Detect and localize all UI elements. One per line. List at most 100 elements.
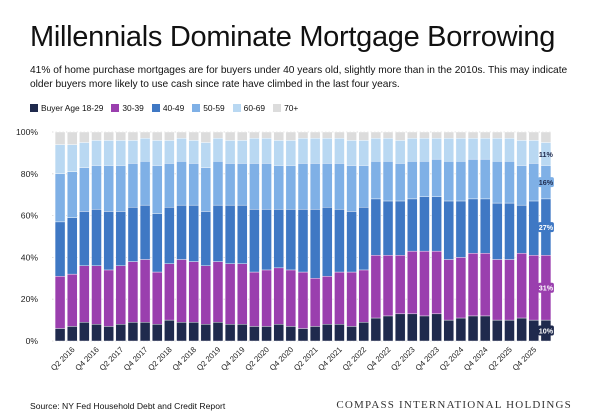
bar-segment bbox=[176, 204, 187, 260]
bar-segment bbox=[382, 200, 394, 256]
bar-segment bbox=[249, 209, 260, 273]
bar-segment bbox=[115, 140, 126, 166]
bar-segment bbox=[79, 142, 90, 168]
bar-segment bbox=[237, 163, 248, 206]
bar-segment bbox=[443, 161, 454, 202]
chart-subtitle: 41% of home purchase mortgages are for b… bbox=[30, 65, 568, 90]
bar-segment bbox=[285, 140, 297, 166]
bar-segment bbox=[273, 324, 284, 342]
bar-segment bbox=[188, 140, 199, 164]
bar-segment bbox=[492, 319, 503, 342]
legend-swatch bbox=[30, 104, 38, 112]
bar-segment bbox=[297, 209, 309, 273]
bar-segment bbox=[91, 265, 102, 325]
bar-segment bbox=[504, 319, 515, 342]
x-tick-label: Q4 2024 bbox=[462, 345, 490, 373]
brand-logo-text: COMPASS INTERNATIONAL HOLDINGS bbox=[336, 399, 572, 411]
data-label-box bbox=[537, 282, 554, 293]
bar-segment bbox=[297, 138, 309, 164]
bar-segment bbox=[212, 321, 224, 342]
bar-segment bbox=[237, 324, 248, 342]
bar-segment bbox=[358, 131, 369, 141]
bar-segment bbox=[394, 255, 406, 315]
bar-segment bbox=[139, 138, 151, 162]
x-tick-label: Q2 2017 bbox=[98, 345, 126, 373]
bar-segment bbox=[322, 138, 333, 164]
bar-segment bbox=[152, 213, 163, 273]
data-label: 10% bbox=[539, 327, 554, 336]
bar-segment bbox=[139, 131, 151, 139]
data-label-box bbox=[537, 325, 554, 336]
legend-item: 60-69 bbox=[232, 103, 265, 113]
legend-label: 40-49 bbox=[162, 103, 185, 113]
bar-segment bbox=[139, 259, 151, 323]
bar-segment bbox=[91, 140, 102, 166]
x-tick-label: Q2 2024 bbox=[438, 345, 466, 373]
bar-segment bbox=[237, 204, 248, 264]
bar-segment bbox=[382, 315, 394, 342]
bar-segment bbox=[467, 198, 479, 254]
bar-segment bbox=[103, 140, 114, 166]
bar-segment bbox=[309, 131, 321, 139]
bar-segment bbox=[394, 131, 406, 141]
bar-segment bbox=[504, 202, 515, 260]
bar-segment bbox=[176, 259, 187, 323]
bar-segment bbox=[261, 326, 272, 342]
x-tick-label: Q4 2023 bbox=[414, 345, 442, 373]
bar-segment bbox=[249, 271, 260, 327]
bar-segment bbox=[54, 173, 66, 223]
x-tick-label: Q4 2022 bbox=[365, 345, 393, 373]
bar-segment bbox=[224, 324, 236, 342]
bar-segment bbox=[431, 250, 442, 315]
bar-segment bbox=[249, 138, 260, 164]
bar-segment bbox=[455, 138, 467, 162]
bar-segment bbox=[200, 142, 212, 168]
x-tick-label: Q2 2021 bbox=[292, 345, 320, 373]
bar-segment bbox=[455, 131, 467, 139]
bar-segment bbox=[443, 200, 454, 260]
bar-segment bbox=[309, 163, 321, 210]
bar-segment bbox=[249, 163, 260, 210]
bar-segment bbox=[285, 209, 297, 271]
bar-segment bbox=[431, 313, 442, 342]
bar-segment bbox=[407, 131, 418, 139]
bar-segment bbox=[419, 161, 430, 197]
x-tick-label: Q4 2021 bbox=[316, 345, 344, 373]
bar-segment bbox=[127, 163, 139, 208]
bar-segment bbox=[504, 259, 515, 321]
bar-segment bbox=[443, 259, 454, 321]
bar-segment bbox=[261, 138, 272, 164]
bar-segment bbox=[407, 198, 418, 252]
y-tick-label: 20% bbox=[21, 294, 39, 304]
bar-segment bbox=[492, 131, 503, 139]
y-tick-label: 100% bbox=[16, 127, 38, 137]
bar-segment bbox=[91, 131, 102, 141]
bar-segment bbox=[79, 211, 90, 266]
x-tick-label: Q4 2017 bbox=[122, 345, 150, 373]
bar-segment bbox=[261, 269, 272, 327]
x-tick-label: Q2 2016 bbox=[49, 345, 77, 373]
data-label: 31% bbox=[539, 284, 554, 293]
bar-segment bbox=[54, 221, 66, 277]
bar-segment bbox=[139, 321, 151, 342]
bar-segment bbox=[309, 278, 321, 327]
bar-segment bbox=[467, 131, 479, 139]
bar-segment bbox=[309, 209, 321, 279]
bar-segment bbox=[407, 161, 418, 200]
bar-segment bbox=[115, 131, 126, 141]
bar-segment bbox=[528, 163, 539, 202]
bar-segment bbox=[322, 163, 333, 208]
bar-segment bbox=[212, 131, 224, 139]
bar-segment bbox=[127, 207, 139, 262]
bar-segment bbox=[382, 131, 394, 139]
bar-segment bbox=[103, 165, 114, 212]
bar-segment bbox=[103, 269, 114, 327]
bar-segment bbox=[322, 131, 333, 139]
bar-segment bbox=[127, 131, 139, 141]
bar-segment bbox=[394, 200, 406, 256]
bar-segment bbox=[127, 321, 139, 342]
bar-segment bbox=[346, 211, 357, 273]
bar-segment bbox=[528, 200, 539, 256]
bar-segment bbox=[467, 315, 479, 342]
bar-segment bbox=[467, 158, 479, 200]
